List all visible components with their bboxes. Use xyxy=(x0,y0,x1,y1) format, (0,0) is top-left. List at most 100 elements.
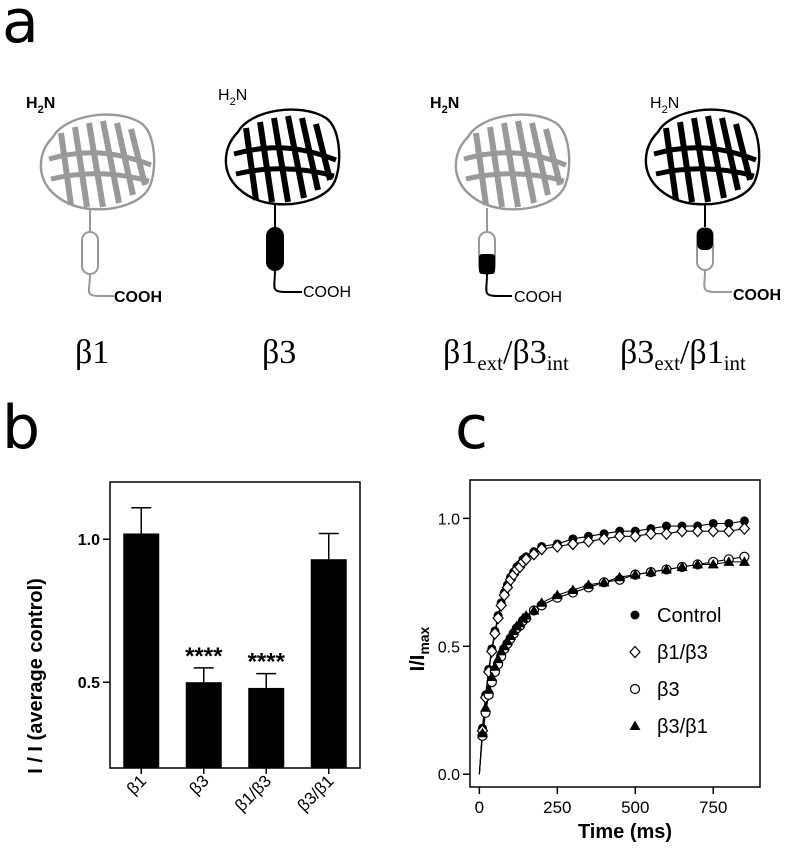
data-point-series-3 xyxy=(508,625,520,635)
data-point-series-1 xyxy=(582,535,595,548)
x-tick-label: β1/β3 xyxy=(231,771,275,815)
data-point-series-3 xyxy=(551,589,563,600)
protein-b3ext-b1int-diagram xyxy=(646,110,759,293)
legend-label: β3 xyxy=(657,679,680,701)
data-point-series-3 xyxy=(567,584,579,595)
label-b3: β3 xyxy=(262,334,297,371)
data-point-series-0 xyxy=(739,516,749,526)
x-tick-label: 500 xyxy=(621,798,649,817)
data-point-series-1 xyxy=(520,552,532,566)
data-point-series-3 xyxy=(629,569,641,579)
legend-label: β1/β3 xyxy=(657,642,708,664)
data-point-series-1 xyxy=(645,527,657,541)
protein-b1-diagram xyxy=(41,115,154,297)
plot-frame xyxy=(109,481,361,769)
data-point-series-1 xyxy=(660,527,673,541)
time-course-x-axis-label: Time (ms) xyxy=(578,821,672,843)
b1-nterm-label: H2N xyxy=(26,95,55,116)
y-tick-label: 1.0 xyxy=(438,511,460,528)
data-point-series-3 xyxy=(492,653,504,664)
data-point-series-3 xyxy=(480,702,492,712)
x-tick-label: 750 xyxy=(699,798,727,817)
x-tick-label: β3/β1 xyxy=(294,771,338,815)
data-point-series-3 xyxy=(536,597,548,607)
data-point-series-1 xyxy=(551,540,564,553)
data-point-series-1 xyxy=(613,529,626,543)
data-point-series-3 xyxy=(738,556,750,566)
data-point-series-1 xyxy=(738,522,751,536)
y-tick-label: 0.5 xyxy=(78,675,100,692)
data-point-series-3 xyxy=(692,558,704,569)
data-point-series-1 xyxy=(707,524,720,538)
data-point-series-1 xyxy=(528,547,540,561)
data-point-series-3 xyxy=(501,635,513,646)
panel-b-letter: b xyxy=(2,393,41,463)
x-tick-label: β3 xyxy=(186,771,213,798)
data-point-series-0 xyxy=(724,518,734,528)
data-point-series-3 xyxy=(489,661,501,671)
x-tick-label: 0 xyxy=(475,798,484,817)
data-point-series-1 xyxy=(486,645,498,658)
bar xyxy=(248,687,285,768)
data-point-series-1 xyxy=(598,532,610,546)
legend-marker xyxy=(629,683,641,695)
label-b1: β1 xyxy=(75,334,110,371)
b3-cterm-label: COOH xyxy=(303,284,351,301)
y-tick-label: 0.5 xyxy=(438,639,460,656)
legend-marker xyxy=(630,610,640,620)
data-point-series-3 xyxy=(486,671,498,681)
label-b3ext-b1int: β3ext/β1int xyxy=(620,334,746,375)
x-tick-label: 250 xyxy=(543,798,571,817)
data-point-series-3 xyxy=(598,576,610,587)
bar-chart-y-axis-label: I / I (average control) xyxy=(25,578,47,774)
data-point-series-1 xyxy=(691,524,704,538)
time-course-chart: I/Imax Time (ms) 0.0 0.5 1.0 0 250 500 750 Cont… xyxy=(407,479,761,843)
x-tick-label: β1 xyxy=(123,771,150,798)
b3b1-nterm-label: H2N xyxy=(650,95,679,116)
y-tick-label: 1.0 xyxy=(78,532,100,549)
protein-schematics: H2N H2N H2N H2N COOH COOH COOH COOH xyxy=(26,87,781,306)
data-point-series-1 xyxy=(723,524,735,538)
data-point-series-3 xyxy=(707,558,719,569)
b3b1-cterm-label: COOH xyxy=(733,287,781,304)
legend-marker xyxy=(629,720,641,730)
b1b3-cterm-label: COOH xyxy=(514,289,562,306)
data-point-series-3 xyxy=(614,571,626,582)
data-point-series-1 xyxy=(676,524,688,538)
data-point-series-3 xyxy=(483,684,495,694)
b1-cterm-label: COOH xyxy=(114,289,162,306)
legend-label: Control xyxy=(657,605,721,627)
data-point-series-1 xyxy=(495,598,507,612)
data-point-series-3 xyxy=(723,556,735,566)
panel-c-letter: c xyxy=(455,393,488,463)
data-point-series-0 xyxy=(661,521,671,531)
y-tick-label: 0.0 xyxy=(438,767,460,784)
bar-chart: I / I (average control) 0.5 1.0 β1 **** β3 **… xyxy=(25,481,361,815)
b3-nterm-label: H2N xyxy=(218,87,247,108)
data-point-series-3 xyxy=(514,617,526,628)
data-point-series-3 xyxy=(498,640,510,651)
data-point-series-3 xyxy=(660,564,672,574)
data-point-series-3 xyxy=(505,630,517,641)
data-point-series-3 xyxy=(645,566,657,577)
data-point-series-1 xyxy=(629,529,642,543)
plot-frame xyxy=(469,479,761,788)
time-course-y-axis-label: I/Imax xyxy=(407,626,432,671)
fit-curve-2 xyxy=(478,556,745,775)
bar xyxy=(310,559,347,768)
data-point-series-3 xyxy=(582,579,594,589)
significance-marker: **** xyxy=(185,643,223,670)
data-point-series-3 xyxy=(495,645,507,656)
significance-marker: **** xyxy=(248,649,286,676)
fit-curve-3 xyxy=(478,561,745,775)
protein-b3-diagram xyxy=(226,110,339,293)
b1b3-nterm-label: H2N xyxy=(430,95,459,116)
bar xyxy=(185,682,222,768)
legend-label: β3/β1 xyxy=(657,716,708,738)
panel-a-letter: a xyxy=(2,0,39,57)
data-point-series-3 xyxy=(520,610,532,620)
protein-b1ext-b3int-diagram xyxy=(456,115,569,297)
data-point-series-3 xyxy=(676,561,688,571)
legend-marker xyxy=(629,645,641,659)
bar xyxy=(123,533,160,768)
